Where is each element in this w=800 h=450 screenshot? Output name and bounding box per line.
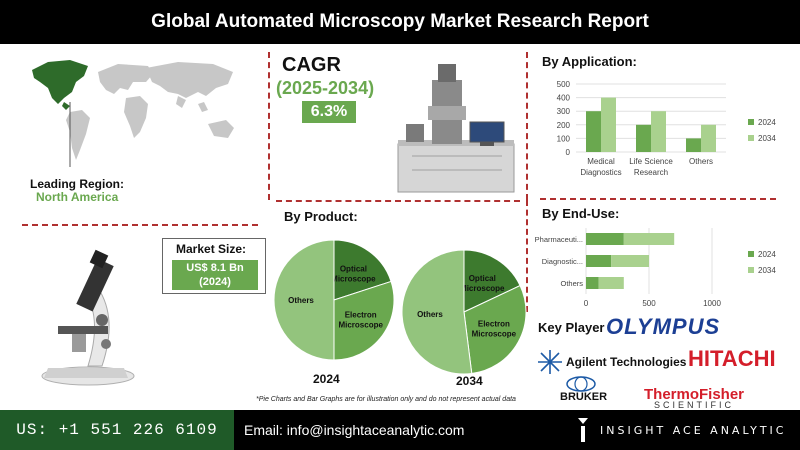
legend-label: 2034: [758, 134, 776, 143]
x-tick-label: Diagnostics: [580, 168, 621, 177]
divider: [276, 200, 520, 202]
bar-2034: [611, 255, 649, 267]
x-tick-label: Medical: [587, 157, 615, 166]
legend-label: 2034: [758, 266, 776, 275]
disclaimer: *Pie Charts and Bar Graphs are for illus…: [256, 396, 516, 403]
y-tick-label: 500: [557, 80, 571, 89]
divider: [540, 198, 776, 200]
world-map: [32, 60, 234, 167]
x-tick-label: Others: [689, 157, 713, 166]
pie-slice-optical-microscope: [333, 239, 392, 301]
y-tick-label: 400: [557, 94, 571, 103]
x-tick-label: Research: [634, 168, 668, 177]
pie-slice-label: Microscope: [331, 274, 376, 283]
y-tick-label: 0: [566, 148, 571, 157]
bruker-logo: BRUKER: [560, 391, 608, 403]
legend-label: 2024: [758, 118, 776, 127]
product-pie-2024: OpticalMicroscopeElectronMicroscopeOther…: [273, 239, 395, 361]
cagr-value: 6.3%: [302, 101, 356, 123]
pie-caption-2024: 2024: [313, 372, 340, 386]
agilent-logo: Agilent Technologies: [566, 355, 687, 369]
pie-slice-label: Microscope: [338, 320, 383, 329]
bar-2024: [686, 138, 701, 152]
cagr-label: CAGR: [282, 54, 341, 76]
thermofisher-scientific-logo: SCIENTIFIC: [654, 400, 735, 410]
y-tick-label: 100: [557, 134, 571, 143]
legend-swatch: [748, 251, 754, 257]
pie-slice-label: Others: [417, 310, 443, 319]
market-size-label: Market Size:: [176, 242, 247, 256]
pie-slice-others: [401, 249, 473, 375]
leading-region-value: North America: [36, 190, 119, 204]
application-chart-title: By Application:: [542, 54, 637, 69]
bar-2024: [586, 111, 601, 152]
x-tick-label: 0: [584, 299, 589, 308]
pie-slice-label: Microscope: [460, 284, 505, 293]
bruker-globe-icon: [566, 376, 596, 392]
y-tick-label: 300: [557, 107, 571, 116]
pie-slice-electron-microscope: [333, 280, 395, 361]
bar-2024: [636, 124, 651, 152]
y-tick-label: Diagnostic...: [542, 257, 583, 266]
pie-slice-optical-microscope: [463, 249, 521, 313]
pie-slice-label: Optical: [340, 264, 367, 273]
key-player-label: Key Player: [538, 320, 605, 335]
brand-logo-text: INSIGHT ACE ANALYTIC: [600, 423, 787, 437]
pie-slice-label: Electron: [478, 319, 510, 328]
footer-email[interactable]: Email: info@insightaceanalytic.com: [234, 410, 564, 450]
enduse-bar-chart: 0 500 1000 Pharmaceuti... Diagnostic... Other…: [535, 228, 776, 308]
agilent-spark-icon: [538, 350, 562, 374]
bar-2034: [623, 233, 675, 245]
divider: [268, 52, 270, 200]
divider: [22, 224, 258, 226]
bar-2034: [701, 124, 716, 152]
application-bar-chart: 0 100 200 300 400 500 Medical Diagnostics Life S…: [557, 80, 777, 177]
legend-swatch: [748, 119, 754, 125]
divider: [526, 200, 528, 312]
footer-phone[interactable]: US: +1 551 226 6109: [0, 410, 234, 450]
y-tick-label: Pharmaceuti...: [535, 235, 583, 244]
legend-label: 2024: [758, 250, 776, 259]
thermofisher-logo: ThermoFisher: [644, 386, 745, 403]
bar-2034: [601, 97, 616, 152]
electron-microscope-illustration: [397, 64, 515, 193]
y-tick-label: 200: [557, 121, 571, 130]
page-title: Global Automated Microscopy Market Resea…: [0, 0, 800, 44]
bar-2024: [586, 255, 612, 267]
cagr-period: (2025-2034): [276, 78, 375, 98]
divider: [526, 52, 528, 200]
market-size-box: [162, 238, 266, 294]
product-pie-2034: OpticalMicroscopeElectronMicroscopeOther…: [401, 249, 527, 375]
x-tick-label: 1000: [703, 299, 721, 308]
pie-slice-label: Electron: [345, 310, 377, 319]
pie-slice-label: Others: [288, 296, 314, 305]
leading-region-label: Leading Region:: [30, 177, 124, 191]
brand-logo-icon: [578, 418, 588, 442]
pie-slice-others: [273, 239, 335, 361]
footer-brand: INSIGHT ACE ANALYTIC: [564, 410, 800, 450]
market-size-year: (2024): [199, 276, 231, 288]
bar-2024: [586, 233, 624, 245]
pie-caption-2034: 2034: [456, 374, 483, 388]
optical-microscope-illustration: [41, 249, 135, 386]
pie-slice-label: Optical: [469, 274, 496, 283]
enduse-chart-title: By End-Use:: [542, 206, 620, 221]
pie-slice-label: Microscope: [472, 329, 517, 338]
legend-swatch: [748, 135, 754, 141]
product-chart-title: By Product:: [284, 209, 358, 224]
bar-2034: [651, 111, 666, 152]
bar-2024: [586, 277, 599, 289]
pie-slice-electron-microscope: [463, 284, 527, 375]
olympus-logo: OLYMPUS: [606, 314, 721, 339]
x-tick-label: Life Science: [629, 157, 673, 166]
bar-2034: [598, 277, 624, 289]
legend-swatch: [748, 267, 754, 273]
x-tick-label: 500: [642, 299, 656, 308]
market-size-amount: US$ 8.1 Bn: [186, 262, 244, 274]
y-tick-label: Others: [560, 279, 583, 288]
market-size-value: US$ 8.1 Bn (2024): [172, 260, 258, 290]
hitachi-logo: HITACHI: [688, 346, 776, 371]
